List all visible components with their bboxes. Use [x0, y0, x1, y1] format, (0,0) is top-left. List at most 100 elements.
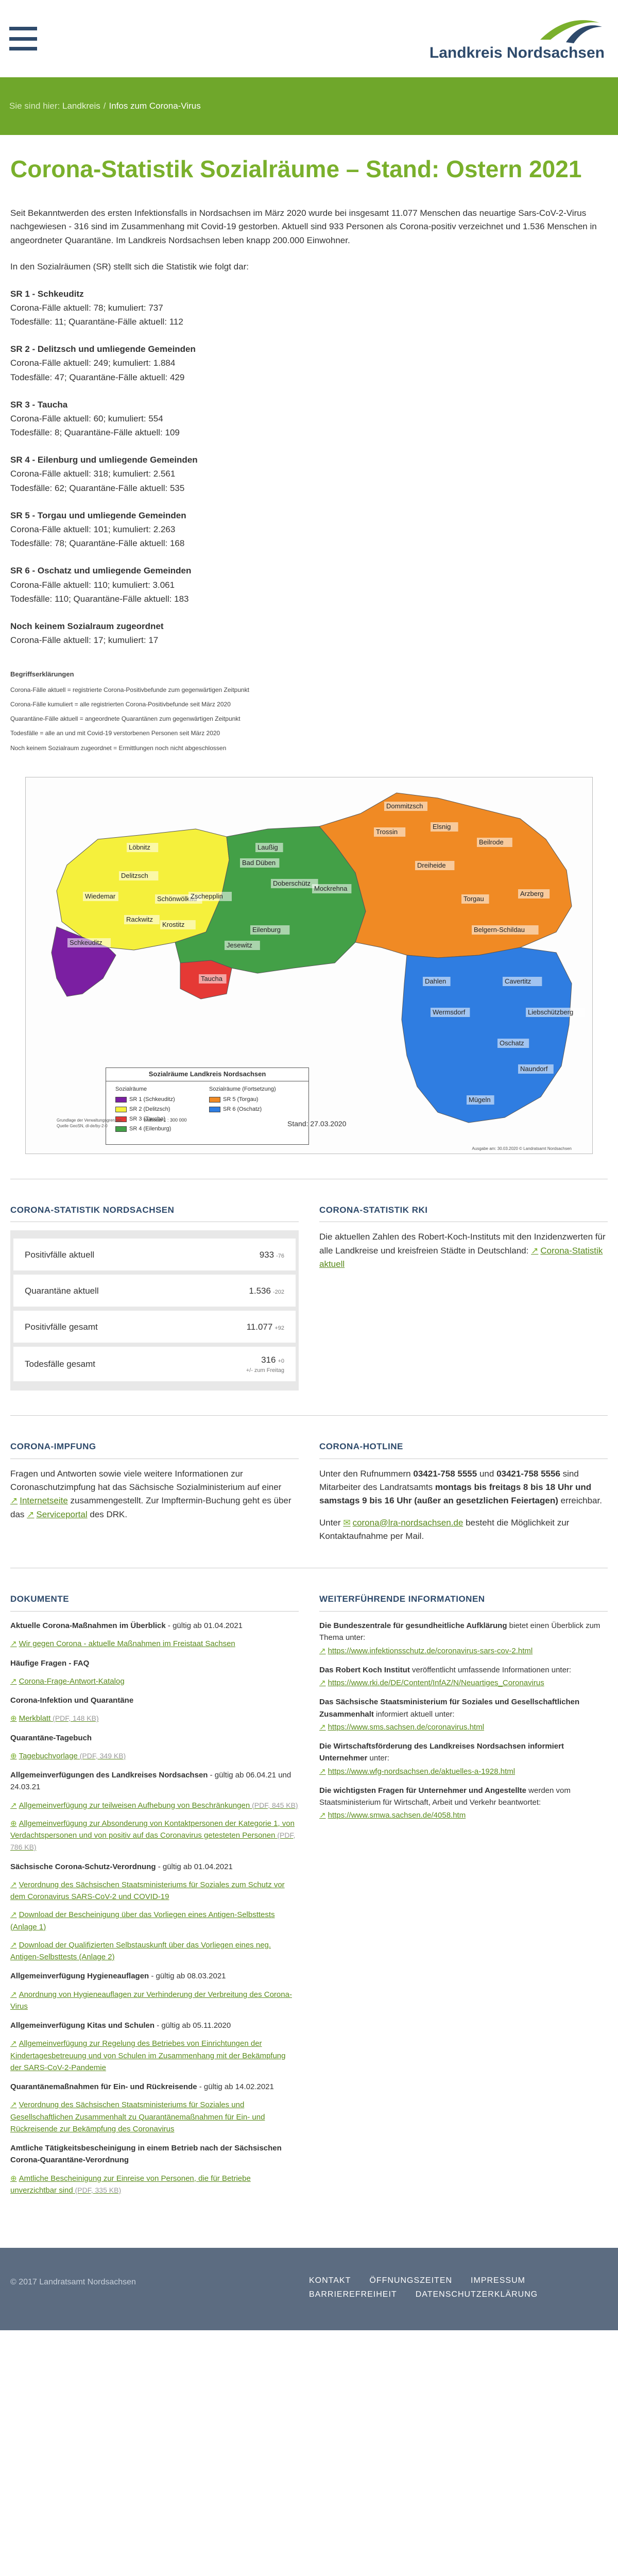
legend-label: SR 3 (Taucha)	[129, 1115, 166, 1122]
download-icon: ⊕	[10, 1819, 17, 1828]
rki-statistik-link[interactable]: ↗ Corona-Statistik aktuell	[319, 1246, 603, 1269]
map-place-label: Cavertitz	[505, 977, 531, 985]
region-cases: Corona-Fälle aktuell: 101; kumuliert: 2.…	[10, 524, 176, 534]
region-deaths-quarantine: Todesfälle: 62; Quarantäne-Fälle aktuell…	[10, 483, 185, 493]
doc-external-link[interactable]: ↗ Download der Qualifizierten Selbstausku…	[10, 1939, 299, 1963]
map-place-label: Wiedemar	[85, 892, 116, 900]
footer-link[interactable]: DATENSCHUTZERKLÄRUNG	[415, 2290, 538, 2299]
doc-download-link[interactable]: ⊕ Allgemeinverfügung zur Absonderung von …	[10, 1818, 299, 1854]
impfung-text-2: zusammengestellt. Zur Impftermin-Buchung…	[10, 1496, 291, 1519]
footer-link[interactable]: KONTAKT	[309, 2276, 351, 2285]
doc-external-link[interactable]: ↗ Verordnung des Sächsischen Staatsminist…	[10, 2099, 299, 2135]
map-place-label: Oschatz	[500, 1039, 524, 1047]
region-name: Noch keinem Sozialraum zugeordnet	[10, 621, 164, 631]
breadcrumb-current: Infos zum Corona-Virus	[109, 100, 201, 111]
weitere-block-title: Die Bundeszentrale für gesundheitliche A…	[319, 1621, 507, 1631]
hotline-phone-1: 03421-758 5555	[413, 1468, 477, 1479]
footer-link[interactable]: IMPRESSUM	[471, 2276, 525, 2285]
section-divider	[10, 1415, 608, 1416]
map-place-label-bg	[83, 891, 118, 901]
breadcrumb-home-link[interactable]: Landkreis	[62, 100, 100, 111]
stat-value: 316 +0	[261, 1354, 284, 1367]
map-place-label-bg	[384, 801, 427, 811]
weitere-external-link[interactable]: ↗ https://www.wfg-nordsachsen.de/aktuelle…	[319, 1766, 608, 1777]
external-link-icon: ↗	[319, 1722, 326, 1732]
doc-external-link[interactable]: ↗ Download der Bescheinigung über das Vor…	[10, 1909, 299, 1933]
doc-heading-text: Corona-Infektion und Quarantäne	[10, 1696, 134, 1705]
impfung-serviceportal-link[interactable]: ↗ Serviceportal	[27, 1510, 87, 1519]
doc-link-label: Allgemeinverfügung zur Regelung des Betr…	[10, 2039, 286, 2072]
definitions-list: Corona-Fälle aktuell = registrierte Coro…	[10, 683, 608, 755]
map-place-label: Rackwitz	[126, 916, 153, 923]
weitere-link-url: https://www.rki.de/DE/Content/InfAZ/N/Ne…	[328, 1679, 544, 1688]
legend-item: SR 3 (Taucha)	[115, 1115, 175, 1124]
map-place-label-bg	[518, 889, 550, 899]
doc-link-label: Wir gegen Corona - aktuelle Maßnahmen im…	[19, 1639, 235, 1649]
doc-external-link[interactable]: ↗ Anordnung von Hygieneauflagen zur Verhi…	[10, 1989, 299, 2013]
weitere-external-link[interactable]: ↗ https://www.sms.sachsen.de/coronavirus.…	[319, 1721, 608, 1733]
map-place-label: Schkeuditz	[70, 939, 102, 946]
stat-row: Positivfälle gesamt 11.077 +92	[13, 1311, 296, 1343]
doc-external-link[interactable]: ↗ Corona-Frage-Antwort-Katalog	[10, 1675, 299, 1687]
weitere-link-url: https://www.wfg-nordsachsen.de/aktuelles…	[328, 1767, 516, 1776]
breadcrumb-prefix: Sie sind hier:	[9, 100, 60, 111]
doc-external-link[interactable]: ↗ Verordnung des Sächsischen Staatsminist…	[10, 1879, 299, 1903]
map-place-label-bg	[431, 1007, 470, 1017]
map-place-label: Beilrode	[479, 838, 504, 846]
hotline-section: CORONA-HOTLINE Unter den Rufnummern 0342…	[319, 1440, 608, 1543]
weitere-external-link[interactable]: ↗ https://www.infektionsschutz.de/coronav…	[319, 1645, 608, 1657]
weitere-title: WEITERFÜHRENDE INFORMATIONEN	[319, 1593, 608, 1612]
hotline-mail-link[interactable]: ✉ corona@lra-nordsachsen.de	[343, 1518, 463, 1528]
external-link-icon: ↗	[10, 1801, 17, 1810]
doc-download-link[interactable]: ⊕ Merkblatt (PDF, 148 KB)	[10, 1713, 299, 1724]
weitere-external-link[interactable]: ↗ https://www.smwa.sachsen.de/4058.htm	[319, 1809, 608, 1821]
doc-heading: Sächsische Corona-Schutz-Verordnung - gü…	[10, 1861, 299, 1873]
stats-rki-title: CORONA-STATISTIK RKI	[319, 1204, 608, 1223]
map-place-label-bg	[124, 914, 160, 924]
doc-heading: Allgemeinverfügungen des Landkreises Nor…	[10, 1769, 299, 1793]
map-place-label: Jesewitz	[227, 941, 252, 949]
doc-download-link[interactable]: ⊕ Tagebuchvorlage (PDF, 349 KB)	[10, 1750, 299, 1762]
doc-heading-text: Sächsische Corona-Schutz-Verordnung	[10, 1862, 156, 1871]
weitere-section: WEITERFÜHRENDE INFORMATIONEN Die Bundesz…	[319, 1593, 608, 2196]
map-place-label-bg	[119, 871, 159, 880]
doc-file-size: (PDF, 786 KB)	[10, 1831, 296, 1852]
map-legend-title: Sozialräume Landkreis Nordsachsen	[106, 1068, 308, 1081]
map-place-label: Doberschütz	[273, 879, 311, 887]
map-place-label: Krostitz	[162, 921, 184, 928]
map-place-label-bg	[518, 1064, 554, 1074]
site-logo[interactable]: Landkreis Nordsachsen	[430, 11, 605, 68]
download-icon: ⊕	[10, 1714, 17, 1723]
region-name: SR 2 - Delitzsch und umliegende Gemeinde…	[10, 344, 196, 354]
weitere-external-link[interactable]: ↗ https://www.rki.de/DE/Content/InfAZ/N/N…	[319, 1677, 608, 1689]
stat-row: Positivfälle aktuell 933 -76	[13, 1239, 296, 1271]
impfung-internetseite-link[interactable]: ↗ Internetseite	[10, 1496, 68, 1505]
doc-download-link[interactable]: ⊕ Amtliche Bescheinigung zur Einreise von…	[10, 2173, 299, 2197]
external-link-icon: ↗	[319, 1646, 326, 1655]
doc-link-label: Verordnung des Sächsischen Staatsministe…	[10, 1880, 285, 1902]
doc-external-link[interactable]: ↗ Allgemeinverfügung zur Regelung des Bet…	[10, 2038, 299, 2074]
map-place-label-bg	[188, 891, 232, 901]
definition-item: Todesfälle = alle an und mit Covid-19 ve…	[10, 730, 220, 737]
footer-link[interactable]: ÖFFNUNGSZEITEN	[369, 2276, 453, 2285]
doc-external-link[interactable]: ↗ Wir gegen Corona - aktuelle Maßnahmen i…	[10, 1638, 299, 1650]
hotline-t2: und	[479, 1468, 494, 1479]
weitere-link-url: https://www.sms.sachsen.de/coronavirus.h…	[328, 1722, 485, 1732]
external-link-icon: ↗	[10, 1910, 17, 1920]
weitere-block: Das Sächsische Staatsministerium für Soz…	[319, 1696, 608, 1733]
hamburger-menu-icon[interactable]	[9, 27, 37, 50]
doc-external-link[interactable]: ↗ Allgemeinverfügung zur teilweisen Aufhe…	[10, 1800, 299, 1811]
doc-heading-text: Quarantäne-Tagebuch	[10, 1733, 92, 1742]
stat-row: Todesfälle gesamt 316 +0 +/- zum Freitag	[13, 1347, 296, 1382]
footer-link[interactable]: BARRIEREFREIHEIT	[309, 2290, 397, 2299]
map-place-label-bg	[255, 842, 283, 852]
region-block: Noch keinem Sozialraum zugeordnet Corona-…	[10, 619, 608, 647]
map-place-label-bg	[250, 925, 290, 935]
map-place-label-bg	[467, 1095, 494, 1105]
region-deaths-quarantine: Todesfälle: 11; Quarantäne-Fälle aktuell…	[10, 316, 183, 327]
doc-link-label: Corona-Frage-Antwort-Katalog	[19, 1676, 125, 1686]
rki-link-label: Corona-Statistik aktuell	[319, 1245, 603, 1269]
external-link-icon: ↗	[27, 1509, 35, 1519]
docs-row: DOKUMENTE Aktuelle Corona-Maßnahmen im Ü…	[10, 1593, 608, 2196]
definitions: Begriffserklärungen Corona-Fälle aktuell…	[10, 667, 608, 755]
